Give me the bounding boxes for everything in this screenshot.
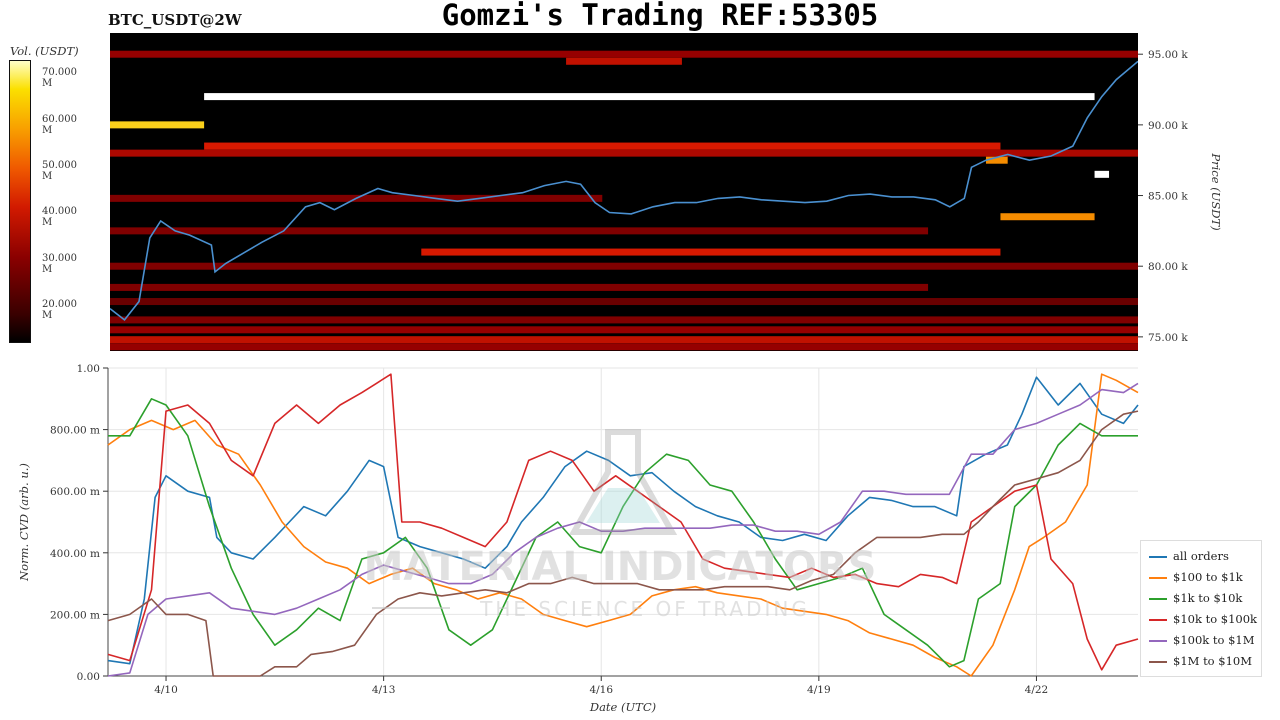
price-line [110,60,1138,322]
cvd-x-tick-label: 4/19 [807,684,831,696]
cvd-y-axis-title: Norm. CVD (arb. u.) [17,463,31,582]
cvd-chart: Norm. CVD (arb. u.) Date (UTC) 0.00 200.0… [17,363,1139,714]
legend-label: $1M to $10M [1173,654,1252,668]
legend-entry-10k-100k: $10k to $100k [1149,612,1257,626]
watermark-line1: MATERIAL INDICATORS [364,544,877,590]
liquidity-band [985,156,1008,164]
legend-swatch [1149,598,1167,600]
legend-swatch [1149,640,1167,642]
legend-entry-1m-10m: $1M to $10M [1149,654,1252,668]
cvd-series-line-all [107,376,1139,665]
price-tick-label: 80.00 k [1148,261,1188,273]
cvd-x-tick-label: 4/16 [589,684,613,696]
cvd-series-line-r1m [107,410,1139,677]
liquidity-band [1094,170,1110,178]
legend-label: $100k to $1M [1173,633,1255,647]
heatmap-background [110,33,1138,351]
legend-swatch [1149,661,1167,663]
liquidity-band [1000,213,1095,221]
liquidity-band [110,262,1138,270]
colorbar-label: Vol. (USDT) [10,44,79,58]
liquidity-band [110,316,1138,324]
cvd-y-tick-label: 600.00 m [50,486,100,498]
legend-label: $1k to $10k [1173,591,1243,605]
price-axis-title: Price (USDT) [1209,152,1223,230]
cvd-y-tick-label: 200.00 m [50,609,100,621]
legend-label: $10k to $100k [1173,612,1258,626]
pair-label: BTC_USDT@2W [108,11,242,29]
liquidity-band [110,50,1138,58]
colorbar-tick: 30.000 M [42,253,77,275]
legend-label: $100 to $1k [1173,570,1243,584]
liquidity-band [110,336,1138,344]
cvd-series-line-r10k [107,373,1139,671]
liquidity-band [110,326,1138,334]
liquidity-band [110,343,1138,351]
cvd-y-tick-label: 800.00 m [50,425,100,437]
liquidity-band [110,121,205,129]
cvd-y-tick-label: 0.00 [77,671,100,683]
legend-entry-100-1k: $100 to $1k [1149,570,1243,584]
cvd-x-tick-label: 4/13 [372,684,396,696]
watermark-line2: THE SCIENCE OF TRADING [479,597,810,621]
orderbook-heatmap [110,33,1138,351]
colorbar-tick: 70.000 M [42,67,77,89]
cvd-x-axis-title: Date (UTC) [589,700,656,714]
cvd-x-tick-label: 4/22 [1025,684,1049,696]
price-axis: Price (USDT) 75.00 k 80.00 k 85.00 k 90.00 … [1138,49,1223,344]
liquidity-band [204,93,1095,101]
cvd-y-tick-label: 400.00 m [50,548,100,560]
colorbar-tick: 60.000 M [42,114,77,136]
price-tick-label: 90.00 k [1148,120,1188,132]
cvd-series-line-r100k [107,382,1139,677]
colorbar-tick: 20.000 M [42,299,77,321]
liquidity-band [110,283,929,291]
cvd-legend: all orders $100 to $1k $1k to $10k $10k … [1140,540,1262,677]
cvd-series-line-r100 [107,373,1139,677]
liquidity-band [421,248,1001,256]
price-tick-label: 95.00 k [1148,49,1188,61]
cvd-series-line-r1k [108,397,1138,668]
liquidity-band [204,142,1001,150]
liquidity-band [566,57,682,65]
flask-icon [568,429,678,535]
legend-label: all orders [1173,549,1229,563]
legend-swatch [1149,619,1167,621]
liquidity-band [110,298,1138,306]
legend-swatch [1149,556,1167,558]
watermark: MATERIAL INDICATORS THE SCIENCE OF TRADI… [364,429,877,621]
cvd-y-tick-label: 1.00 [77,363,100,375]
colorbar-tick: 40.000 M [42,206,77,228]
colorbar-tick: 50.000 M [42,160,77,182]
liquidity-band [110,227,929,235]
legend-entry-100k-1m: $100k to $1M [1149,633,1255,647]
legend-entry-1k-10k: $1k to $10k [1149,591,1242,605]
price-tick-label: 75.00 k [1148,332,1188,344]
price-tick-label: 85.00 k [1148,191,1188,203]
legend-entry-all-orders: all orders [1149,549,1229,563]
chart-title: Gomzi's Trading REF:53305 [441,0,879,32]
cvd-x-tick-label: 4/10 [154,684,178,696]
volume-colorbar: 70.000 M 60.000 M 50.000 M 40.000 M 30.0… [9,60,77,343]
legend-swatch [1149,577,1167,579]
liquidity-band [110,149,1138,157]
